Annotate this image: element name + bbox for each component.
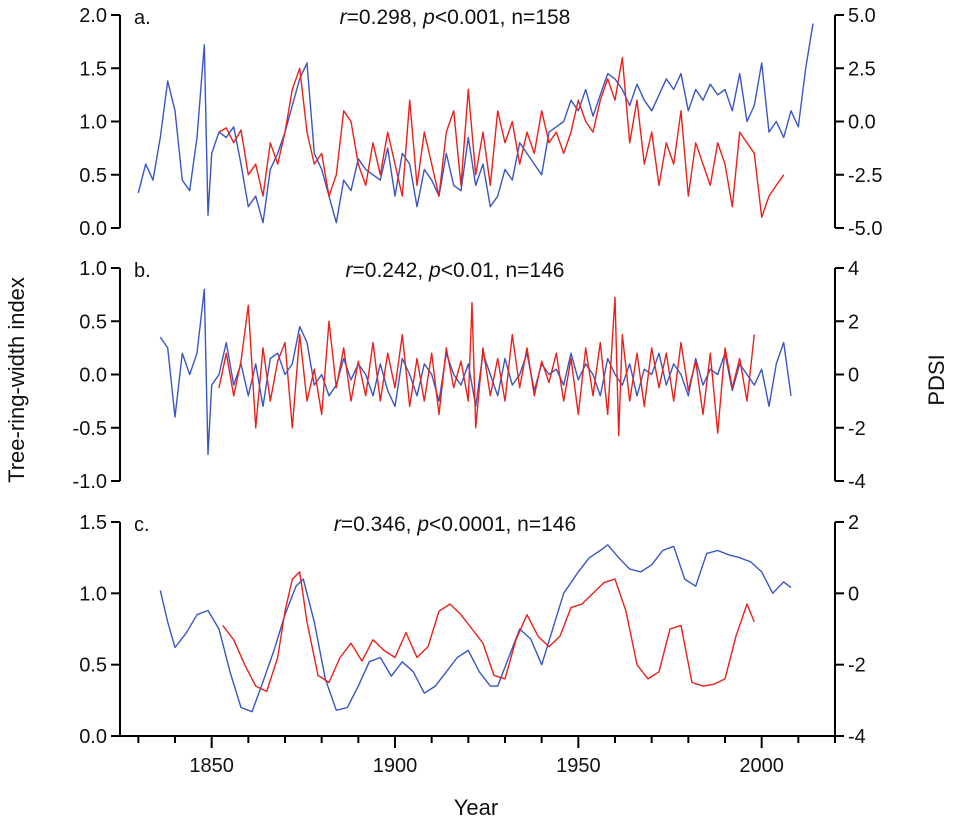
left-tick-label: 2.0	[79, 5, 107, 27]
right-tick-label: -2	[848, 655, 866, 677]
pdsi-series-line	[222, 571, 755, 693]
right-tick-label: -4	[848, 471, 866, 493]
x-tick-label: 1900	[373, 755, 418, 777]
panel-letter: b.	[134, 260, 151, 282]
left-tick-label: 0.0	[79, 365, 107, 387]
tree-ring-series-line	[137, 23, 814, 224]
right-tick-label: 2	[848, 512, 859, 534]
right-tick-label: 2	[848, 311, 859, 333]
left-tick-label: 1.0	[79, 258, 107, 280]
panel-2: -1.0 -0.5 0.0 0.5 1.0 -4 -2 0 2 4 b. r=0.242, p<0.0…	[73, 258, 866, 493]
panel-letter: a.	[134, 7, 151, 29]
pdsi-series-line	[218, 56, 785, 219]
right-tick-label: -4	[848, 726, 866, 748]
left-tick-label: -0.5	[73, 418, 107, 440]
x-tick-label: 2000	[739, 755, 784, 777]
correlation-stats: r=0.298, p<0.001, n=158	[340, 6, 571, 29]
panel-letter: c.	[134, 514, 150, 536]
panel-3: 0.0 0.5 1.0 1.5 -4 -2 0 2 c. r=0.346, p<0.0001, n…	[79, 512, 866, 748]
right-tick-label: 5.0	[848, 5, 876, 27]
x-tick-label: 1850	[189, 755, 234, 777]
left-tick-label: -1.0	[73, 471, 107, 493]
left-tick-label: 0.0	[79, 726, 107, 748]
right-tick-label: -2	[848, 418, 866, 440]
tree-ring-series-line	[159, 544, 792, 713]
left-tick-label: 0.5	[79, 311, 107, 333]
correlation-stats: r=0.346, p<0.0001, n=146	[334, 513, 576, 536]
x-tick-label: 1950	[556, 755, 601, 777]
left-tick-label: 0.5	[79, 655, 107, 677]
right-tick-label: 0.0	[848, 112, 876, 134]
x-axis: 1850 1900 1950 2000	[120, 735, 836, 777]
right-axis-title: PDSI	[924, 354, 949, 405]
right-tick-label: -5.0	[848, 218, 882, 240]
tree-ring-series-line	[159, 288, 792, 456]
panel-1: 0.0 0.5 1.0 1.5 2.0 -5.0 -2.5 0.0 2.5 5.0 a. r=0.29…	[79, 5, 882, 240]
left-axis-title: Tree-ring-width index	[4, 277, 29, 483]
left-tick-label: 0.5	[79, 165, 107, 187]
left-tick-label: 0.0	[79, 218, 107, 240]
right-tick-label: 2.5	[848, 58, 876, 80]
right-tick-label: 4	[848, 258, 859, 280]
left-tick-label: 1.5	[79, 512, 107, 534]
right-tick-label: -2.5	[848, 165, 882, 187]
left-tick-label: 1.0	[79, 583, 107, 605]
left-tick-label: 1.5	[79, 58, 107, 80]
x-axis-title: Year	[454, 795, 498, 820]
right-tick-label: 0	[848, 365, 859, 387]
correlation-stats: r=0.242, p<0.01, n=146	[346, 259, 565, 282]
pdsi-series-line	[218, 296, 755, 437]
right-tick-label: 0	[848, 583, 859, 605]
left-tick-label: 1.0	[79, 112, 107, 134]
